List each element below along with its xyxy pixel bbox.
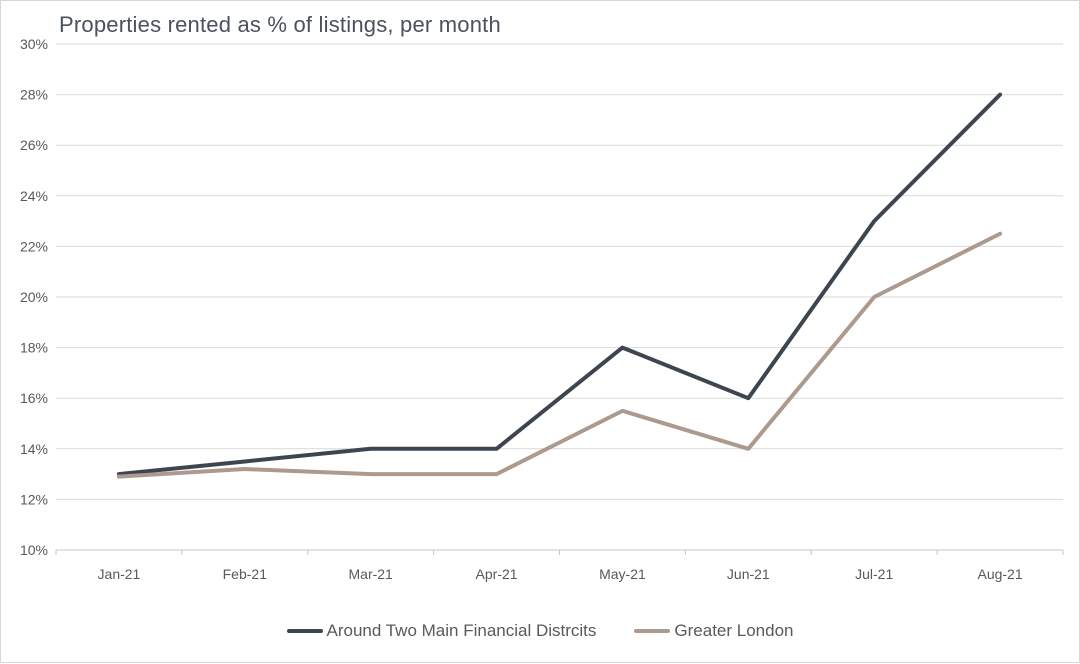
y-axis-tick-label: 26%: [20, 137, 48, 153]
x-axis-tick-label: May-21: [599, 566, 646, 582]
legend-item-greater-london: Greater London: [634, 621, 794, 641]
y-axis-tick-label: 10%: [20, 542, 48, 558]
y-axis-tick-label: 18%: [20, 340, 48, 356]
y-axis-tick-label: 30%: [20, 36, 48, 52]
y-axis-tick-label: 14%: [20, 441, 48, 457]
x-axis-tick-label: Jan-21: [98, 566, 141, 582]
x-axis-tick-label: Jun-21: [727, 566, 770, 582]
legend-line-swatch-greater-london: [634, 629, 671, 633]
y-axis-tick-label: 22%: [20, 238, 48, 254]
y-axis-tick-label: 24%: [20, 188, 48, 204]
legend-item-financial-districts: Around Two Main Financial Distrcits: [286, 621, 597, 641]
x-axis-tick-label: Aug-21: [977, 566, 1022, 582]
series-line-greater-london: [116, 231, 1003, 479]
series-line-financial-districts: [116, 92, 1003, 477]
chart-legend: Around Two Main Financial Distrcits Grea…: [1, 621, 1079, 641]
legend-label-greater-london: Greater London: [674, 621, 794, 640]
x-axis-tick-label: Mar-21: [349, 566, 394, 582]
legend-label-financial-districts: Around Two Main Financial Distrcits: [326, 621, 597, 640]
y-axis-tick-label: 16%: [20, 390, 48, 406]
x-axis-tick-label: Apr-21: [476, 566, 518, 582]
y-axis-tick-label: 28%: [20, 87, 48, 103]
chart-title: Properties rented as % of listings, per …: [59, 12, 501, 37]
x-axis-tick-label: Feb-21: [223, 566, 268, 582]
y-axis-tick-label: 20%: [20, 289, 48, 305]
legend-line-swatch-financial-districts: [286, 629, 323, 633]
y-axis-tick-label: 12%: [20, 491, 48, 507]
x-axis-tick-label: Jul-21: [855, 566, 893, 582]
